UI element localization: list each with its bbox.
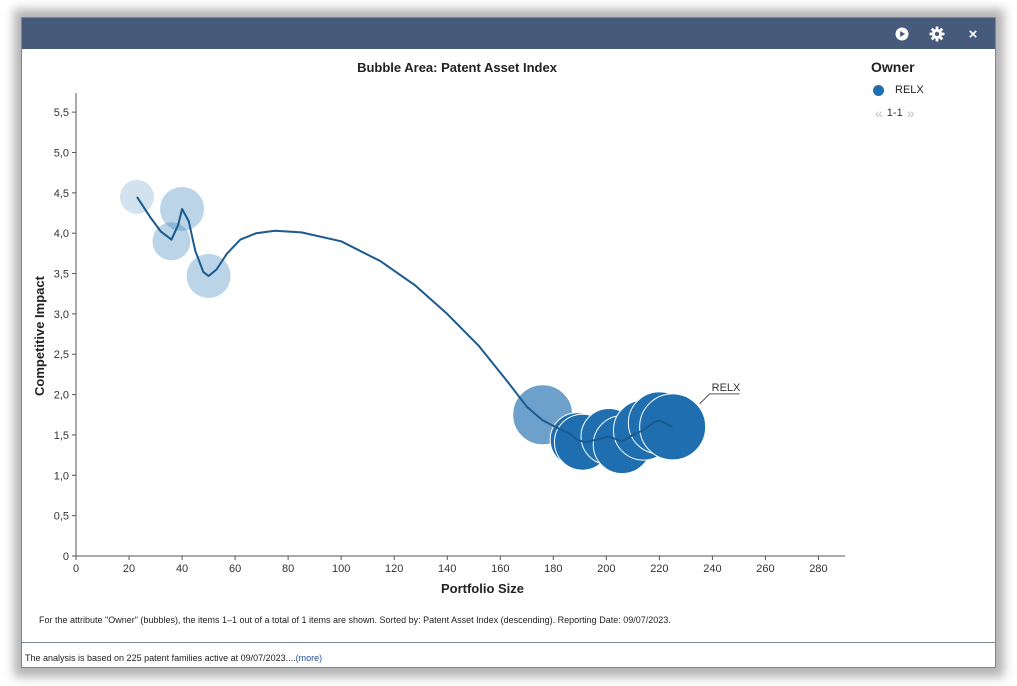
x-tick-label: 140 [438,563,456,575]
info-text: For the attribute "Owner" (bubbles), the… [39,615,671,625]
y-tick-label: 2,0 [54,390,69,402]
x-tick-label: 40 [176,563,188,575]
pager-range: 1-1 [886,107,903,119]
legend: Owner RELX « 1-1 » [871,59,924,121]
y-axis-title: Competitive Impact [32,275,47,396]
y-tick-label: 4,5 [54,188,69,200]
footer-summary: The analysis is based on 225 patent fami… [25,653,296,663]
trend-line [136,196,674,444]
x-tick-label: 160 [491,563,509,575]
gear-icon[interactable] [927,24,947,44]
x-tick-label: 200 [597,563,615,575]
bubble [119,179,154,214]
legend-pager: « 1-1 » [871,105,924,121]
legend-swatch [873,84,884,96]
y-tick-label: 1,0 [54,470,69,482]
legend-item-label: RELX [895,84,924,96]
series-end-label: RELX [712,382,741,394]
y-tick-label: 2,5 [54,349,69,361]
x-tick-label: 120 [385,563,403,575]
pager-next-icon[interactable]: » [906,105,915,121]
bubble [639,393,707,461]
y-tick-label: 3,0 [54,309,69,321]
legend-title: Owner [871,59,915,75]
y-tick-label: 5,0 [54,147,69,159]
y-tick-label: 0 [63,551,69,563]
x-tick-label: 260 [756,563,774,575]
footer: The analysis is based on 225 patent fami… [22,642,995,667]
footer-more-link[interactable]: (more) [295,653,323,663]
x-tick-label: 240 [703,563,721,575]
x-tick-label: 20 [123,563,135,575]
close-icon[interactable]: × [968,25,978,43]
x-tick-label: 0 [73,563,79,575]
y-tick-label: 3,5 [54,269,69,281]
y-tick-label: 1,5 [54,430,69,442]
chart-title: Bubble Area: Patent Asset Index [357,60,557,75]
series-label-leader [699,393,710,405]
x-tick-label: 80 [282,563,294,575]
legend-item-relx[interactable]: RELX [871,84,924,96]
play-circle-icon[interactable] [892,24,912,44]
window-titlebar: × [22,18,995,49]
x-tick-label: 100 [332,563,350,575]
bubble-chart: 0 20 40 60 80 100 120 140 160 180 200 220 240 260 280 0… [32,93,845,596]
x-tick-label: 280 [809,563,827,575]
footer-text: The analysis is based on 225 patent fami… [25,653,322,663]
y-tick-label: 5,5 [54,107,69,119]
x-tick-label: 220 [650,563,668,575]
x-tick-label: 180 [544,563,562,575]
x-axis-title: Portfolio Size [441,581,524,596]
y-tick-label: 4,0 [54,228,69,240]
x-tick-label: 60 [229,563,241,575]
chart-window: × Bubble Area: Patent Asset Index 0 20 40 6… [21,17,996,668]
pager-prev-icon[interactable]: « [875,105,883,121]
y-tick-label: 0,5 [54,511,69,523]
